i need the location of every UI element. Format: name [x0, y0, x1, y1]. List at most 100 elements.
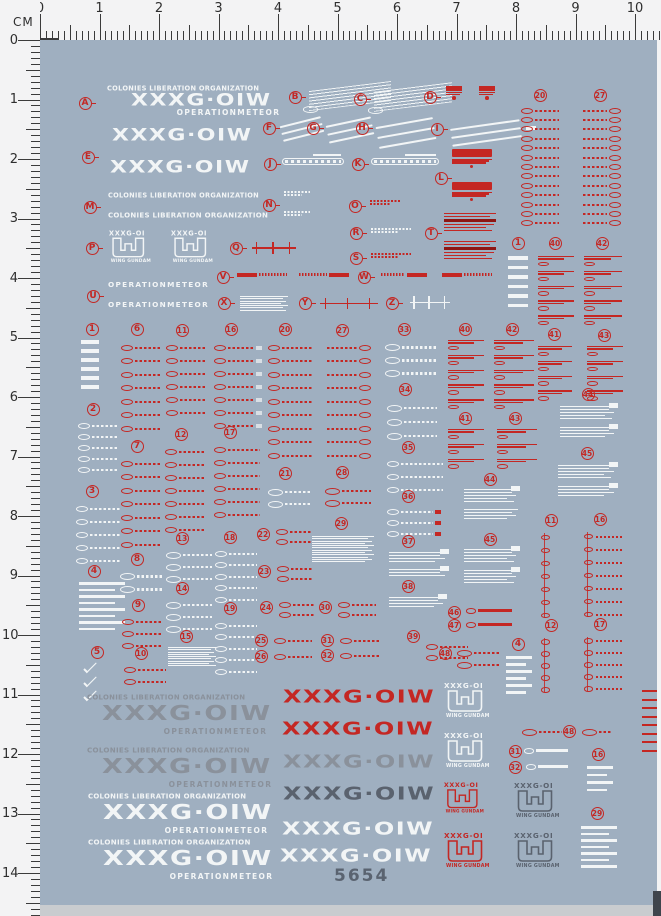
ruler-tick: [31, 777, 40, 779]
line: [558, 473, 605, 476]
dash-line: [136, 621, 162, 623]
decal-oval-rows: [338, 600, 378, 620]
oval: [541, 651, 550, 657]
wing-name-text: WING GUNDAM: [516, 863, 560, 869]
ruler-tick: [141, 31, 143, 40]
oval: [214, 459, 226, 466]
oval-row: [581, 153, 621, 162]
chip: [256, 371, 262, 376]
line: [448, 354, 484, 357]
oval-row: [521, 219, 561, 228]
chain-row: [541, 672, 563, 684]
dash-line: [535, 156, 559, 159]
dash-line: [92, 435, 118, 438]
oval: [215, 657, 227, 664]
row: [297, 273, 349, 277]
stripes: [450, 119, 522, 147]
ruler-tick: [492, 31, 494, 40]
decal-index-9-34: 9: [131, 598, 145, 612]
row: [524, 748, 568, 754]
oval: [274, 638, 286, 644]
ruler-tick: [31, 319, 40, 321]
decal-eject-marking: [379, 273, 427, 277]
decal-index-W-22: W: [357, 270, 375, 284]
decal-index-31-56: 31: [320, 633, 334, 647]
line: [444, 241, 496, 243]
ruler-tick: [31, 117, 40, 119]
oval-row: [277, 564, 315, 574]
emblem: XXXG-OI WING GUNDAM: [443, 732, 493, 770]
decal-chain-column: [584, 635, 624, 695]
decal-crosshair-line: [252, 242, 296, 254]
line: [497, 431, 526, 433]
dash-line: [535, 222, 559, 225]
decal-sheet: A COLONIES LIBERATION ORGANIZATION XXXG·OI…: [40, 40, 657, 905]
oval: [448, 375, 459, 380]
dash-line: [401, 475, 443, 478]
dash-line: [179, 450, 205, 453]
dash-line: [136, 645, 162, 647]
oval-row: [325, 497, 373, 509]
ruler-tick: [31, 432, 40, 434]
oval: [494, 404, 505, 410]
oval: [524, 748, 534, 754]
decal-logo-combo: COLONIES LIBERATION ORGANIZATION XXXG·OIW…: [88, 793, 271, 835]
line: [558, 488, 610, 491]
oval: [541, 586, 550, 593]
ruler-tick: [31, 914, 40, 916]
decal-index-47-72: 47: [447, 618, 461, 632]
ruler-tick: [31, 153, 40, 155]
dash-line: [135, 360, 161, 363]
decal-oval-rows: [279, 600, 317, 620]
ruler-tick: [224, 31, 226, 40]
dash-line: [183, 553, 212, 557]
oval-row: [215, 560, 259, 572]
oval-row: [78, 420, 120, 431]
ruler-tick: [31, 408, 40, 410]
oval: [166, 396, 178, 403]
ruler-tick: [31, 652, 40, 654]
line: [444, 254, 486, 256]
dash-line: [583, 156, 607, 159]
line: [560, 408, 610, 411]
line: [444, 243, 490, 246]
ruler-tick: [99, 14, 101, 40]
oval-row: [268, 486, 314, 498]
line: [464, 581, 514, 584]
top-ruler-number: 0: [35, 1, 45, 16]
dash-line: [327, 427, 357, 430]
line: [371, 253, 411, 255]
oval-row: [325, 449, 371, 463]
ruler-tick: [31, 123, 40, 125]
dash-line: [137, 588, 163, 591]
line: [587, 363, 613, 365]
text: XXXG·OIW: [110, 158, 251, 177]
text-item: [538, 300, 574, 311]
oval: [587, 351, 598, 357]
line: [389, 569, 447, 571]
decal-oval-rows: [521, 106, 561, 228]
oval: [521, 145, 533, 152]
line: [587, 375, 623, 377]
oval: [521, 117, 533, 124]
line: [284, 211, 310, 213]
operation-text: OPERATIONMETEOR: [169, 872, 273, 881]
ruler-tick: [266, 31, 268, 40]
oval-row: [521, 181, 561, 190]
oval: [387, 508, 399, 515]
oval-row: [268, 409, 314, 423]
ruler-tick: [31, 230, 40, 232]
decal-caution-rows: [457, 647, 501, 671]
decal-organization-text: COLONIES LIBERATION ORGANIZATION: [108, 192, 337, 203]
ruler-tick: [283, 31, 285, 40]
h-line: [410, 301, 450, 304]
text: XXXG·OIW: [283, 751, 436, 772]
oval: [78, 466, 90, 473]
decal-index-11-36: 11: [175, 323, 189, 337]
oval-row: [215, 666, 259, 678]
ruler-tick: [605, 25, 607, 40]
text-item: [448, 429, 484, 440]
ruler-tick: [75, 31, 77, 40]
ruler-tick: [31, 260, 40, 262]
decal-index-16-41: 16: [224, 322, 238, 336]
